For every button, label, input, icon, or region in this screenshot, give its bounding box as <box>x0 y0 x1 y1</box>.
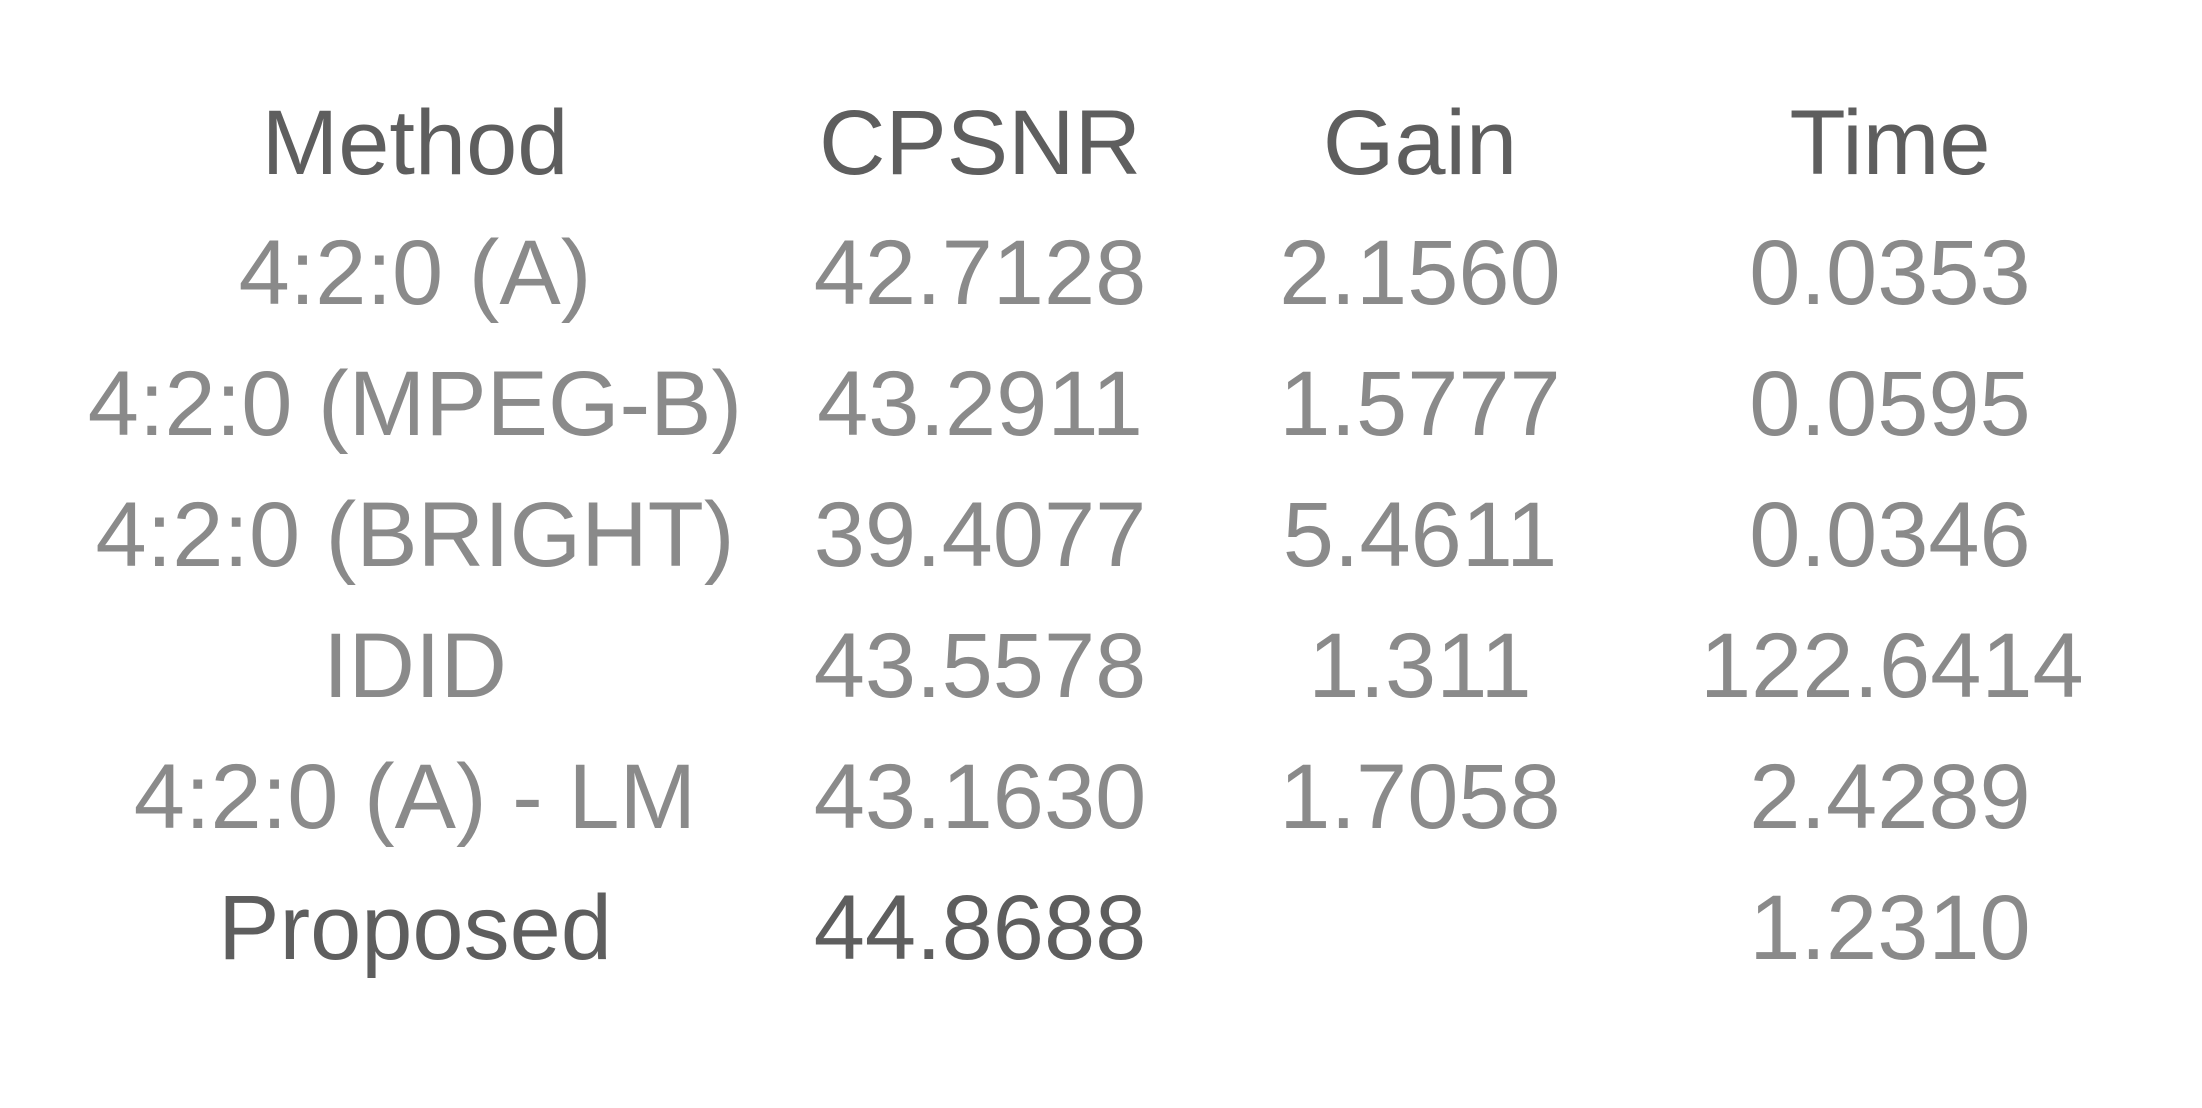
table-header-row: Method CPSNR Gain Time <box>0 78 2202 208</box>
cell-time: 2.4289 <box>1749 746 2031 848</box>
cell-gain <box>1230 863 1610 993</box>
cell-method: 4:2:0 (A) <box>238 222 592 324</box>
cell-method: Proposed <box>218 877 612 979</box>
cell-cpsnr: 44.8688 <box>813 877 1147 979</box>
cell-gain: 1.7058 <box>1279 746 1561 848</box>
cell-cpsnr: 43.2911 <box>817 353 1143 455</box>
header-method: Method <box>261 92 569 194</box>
cell-gain: 2.1560 <box>1279 222 1561 324</box>
cell-time: 0.0346 <box>1749 484 2031 586</box>
cell-cpsnr: 39.4077 <box>813 484 1147 586</box>
cell-method: 4:2:0 (A) - LM <box>133 746 697 848</box>
cell-time: 1.2310 <box>1749 877 2031 979</box>
header-time: Time <box>1789 92 1991 194</box>
cell-cpsnr: 43.5578 <box>813 615 1147 717</box>
cell-time: 122.6414 <box>1700 615 2084 717</box>
cell-gain: 1.5777 <box>1279 353 1561 455</box>
table-row: 4:2:0 (A) - LM 43.1630 1.7058 2.4289 <box>0 732 2202 862</box>
table-row: 4:2:0 (MPEG-B) 43.2911 1.5777 0.0595 <box>0 339 2202 469</box>
cell-method: 4:2:0 (MPEG-B) <box>87 353 743 455</box>
table-row-proposed: Proposed 44.8688 1.2310 <box>0 863 2202 993</box>
cell-gain: 1.311 <box>1308 615 1532 717</box>
cell-time: 0.0595 <box>1749 353 2031 455</box>
cell-method: 4:2:0 (BRIGHT) <box>95 484 735 586</box>
cell-cpsnr: 42.7128 <box>813 222 1147 324</box>
header-gain: Gain <box>1322 92 1518 194</box>
table-row: 4:2:0 (BRIGHT) 39.4077 5.4611 0.0346 <box>0 470 2202 600</box>
cell-method: IDID <box>323 615 507 717</box>
table-row: 4:2:0 (A) 42.7128 2.1560 0.0353 <box>0 208 2202 338</box>
cell-time: 0.0353 <box>1749 222 2031 324</box>
cell-gain: 5.4611 <box>1282 484 1558 586</box>
header-cpsnr: CPSNR <box>818 92 1142 194</box>
table-row: IDID 43.5578 1.311 122.6414 <box>0 601 2202 731</box>
cell-cpsnr: 43.1630 <box>813 746 1147 848</box>
